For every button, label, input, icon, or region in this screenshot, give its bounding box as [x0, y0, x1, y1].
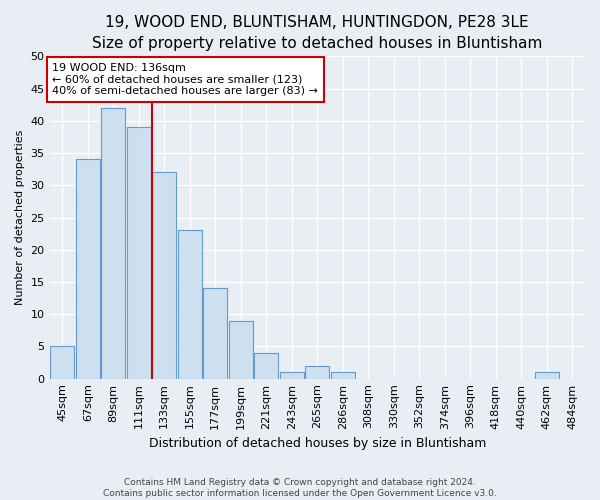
Bar [203, 288, 227, 378]
Bar [127, 127, 151, 378]
X-axis label: Distribution of detached houses by size in Bluntisham: Distribution of detached houses by size … [149, 437, 486, 450]
Bar [229, 320, 253, 378]
Bar [152, 172, 176, 378]
Text: 19 WOOD END: 136sqm
← 60% of detached houses are smaller (123)
40% of semi-detac: 19 WOOD END: 136sqm ← 60% of detached ho… [52, 63, 318, 96]
Bar [305, 366, 329, 378]
Y-axis label: Number of detached properties: Number of detached properties [15, 130, 25, 305]
Bar [101, 108, 125, 378]
Bar [280, 372, 304, 378]
Bar [178, 230, 202, 378]
Text: Contains HM Land Registry data © Crown copyright and database right 2024.
Contai: Contains HM Land Registry data © Crown c… [103, 478, 497, 498]
Bar [535, 372, 559, 378]
Bar [331, 372, 355, 378]
Title: 19, WOOD END, BLUNTISHAM, HUNTINGDON, PE28 3LE
Size of property relative to deta: 19, WOOD END, BLUNTISHAM, HUNTINGDON, PE… [92, 15, 542, 51]
Bar [76, 160, 100, 378]
Bar [50, 346, 74, 378]
Bar [254, 353, 278, 378]
